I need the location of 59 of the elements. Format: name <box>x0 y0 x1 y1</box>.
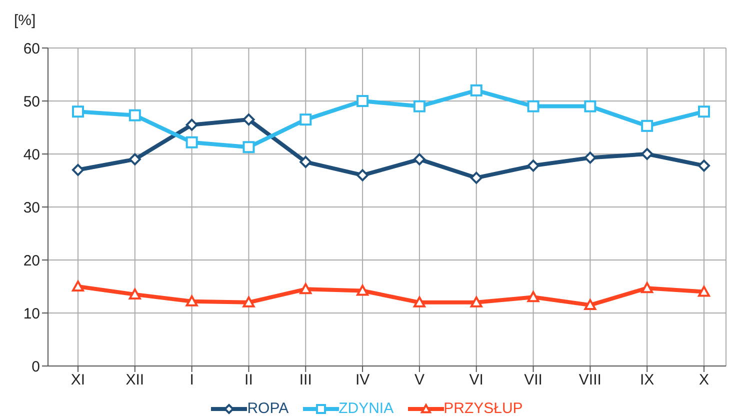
point <box>470 84 482 96</box>
point <box>300 283 312 294</box>
point <box>128 109 141 122</box>
point <box>128 153 141 166</box>
point <box>584 100 596 112</box>
point <box>186 295 198 306</box>
point <box>470 296 482 308</box>
point <box>72 164 84 176</box>
point <box>413 100 426 112</box>
x-tick-label: IX <box>640 372 654 389</box>
point <box>641 148 654 160</box>
point <box>698 106 710 118</box>
point <box>527 160 540 172</box>
point <box>242 141 255 154</box>
y-tick-label: 10 <box>23 305 40 322</box>
y-tick-label: 0 <box>32 358 40 376</box>
point <box>356 169 369 182</box>
point <box>527 100 540 112</box>
x-tick-label: IV <box>355 372 370 389</box>
y-tick-label: 50 <box>23 93 40 110</box>
x-tick-label: II <box>244 372 253 389</box>
x-tick-label: XII <box>126 372 144 389</box>
point <box>698 160 710 172</box>
point <box>72 106 84 118</box>
legend-label: PRZYSŁUP <box>442 400 523 417</box>
x-tick-label: X <box>698 372 710 389</box>
point <box>128 288 141 300</box>
point <box>470 172 482 184</box>
point <box>641 120 654 132</box>
point <box>72 280 84 292</box>
point <box>356 284 369 296</box>
y-tick-label: 60 <box>23 40 40 58</box>
point <box>413 153 426 166</box>
x-tick-label: VII <box>524 372 542 389</box>
point <box>584 152 596 164</box>
legend-label: ZDYNIA <box>338 400 394 417</box>
x-tick-label: XI <box>70 372 86 389</box>
point <box>413 296 426 308</box>
x-tick-label: VI <box>469 372 484 389</box>
x-tick-label: VIII <box>578 372 602 389</box>
x-tick-label: V <box>414 372 424 389</box>
x-tick-label: III <box>299 372 312 389</box>
point <box>641 282 654 294</box>
point <box>186 136 198 148</box>
point <box>356 95 369 107</box>
legend-label: ROPA <box>246 400 289 417</box>
point <box>584 299 596 310</box>
x-tick-label: I <box>190 372 194 389</box>
y-axis-title: [%] <box>14 12 36 29</box>
point <box>300 156 312 168</box>
point <box>242 114 255 126</box>
point <box>186 118 198 131</box>
point <box>698 286 710 297</box>
y-tick-label: 30 <box>23 199 40 216</box>
y-tick-label: 40 <box>23 146 40 164</box>
y-tick-label: 20 <box>23 252 40 270</box>
point <box>242 296 255 308</box>
point <box>300 114 312 126</box>
point <box>527 291 540 302</box>
